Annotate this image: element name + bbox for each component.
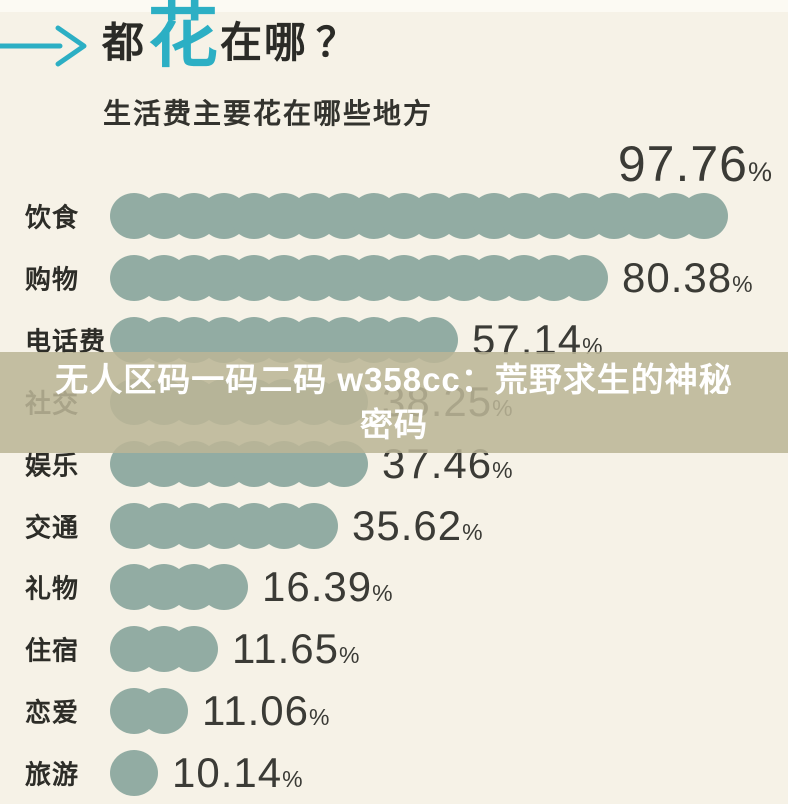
pictogram-bar — [110, 688, 188, 735]
category-label: 住宿 — [25, 635, 80, 666]
percent-sign: % — [372, 580, 393, 607]
watermark-overlay: 无人区码一码二码 w358cc：荒野求生的神秘密码 — [0, 352, 788, 453]
page-title: 都 花 在哪 ？ — [102, 0, 357, 75]
pictogram-bar — [110, 193, 728, 239]
chart-row: 礼物 16.39% — [0, 557, 788, 617]
percent-sign: % — [282, 766, 303, 793]
circle-icon — [560, 254, 608, 301]
value-label: 80.38% — [622, 253, 753, 301]
percent-sign: % — [492, 456, 513, 483]
chart-row: 饮食 97.76% — [0, 139, 788, 246]
value-number: 11.65 — [232, 625, 339, 673]
chart-row: 住宿 11.65% — [0, 619, 788, 679]
percent-sign: % — [462, 518, 483, 545]
value-label: 11.65% — [232, 628, 359, 670]
category-label: 旅游 — [25, 759, 80, 790]
title-question-mark: ？ — [316, 21, 357, 65]
pictogram-bar — [110, 626, 218, 673]
circle-icon — [170, 626, 218, 673]
category-label: 购物 — [25, 264, 80, 295]
chart-subtitle: 生活费主要花在哪些地方 — [103, 98, 434, 129]
value-label: 35.62% — [352, 501, 483, 549]
chart-row: 旅游 10.14% — [0, 743, 788, 803]
category-label: 恋爱 — [25, 697, 80, 728]
value-number: 16.39 — [262, 563, 373, 611]
value-label: 11.06% — [202, 690, 329, 732]
pictogram-bar — [110, 502, 338, 549]
percent-sign: % — [747, 157, 772, 187]
category-label: 娱乐 — [25, 450, 80, 481]
title-highlight: 花 — [148, 0, 219, 75]
percent-sign: % — [732, 270, 753, 297]
title-suffix: 在哪 — [220, 19, 309, 66]
circle-icon — [110, 750, 158, 797]
percent-sign: % — [309, 704, 330, 731]
pictogram-bar — [110, 750, 158, 797]
circle-icon — [140, 688, 188, 735]
pictogram-bar — [110, 564, 248, 611]
chart-row: 购物 80.38% — [0, 248, 788, 308]
circle-icon — [680, 193, 728, 239]
arrow-icon — [0, 22, 92, 70]
percent-sign: % — [339, 642, 360, 669]
value-number: 11.06 — [202, 687, 309, 735]
circle-icon — [200, 564, 248, 611]
pictogram-bar — [110, 254, 608, 301]
top-strip — [0, 0, 788, 12]
value-number: 35.62 — [352, 501, 463, 549]
value-label: 10.14% — [172, 752, 303, 794]
value-number: 10.14 — [172, 749, 283, 797]
percent-sign: % — [582, 332, 603, 359]
chart-row: 恋爱 11.06% — [0, 681, 788, 741]
watermark-text: 无人区码一码二码 w358cc：荒野求生的神秘密码 — [55, 361, 733, 443]
value-label: 97.76% — [618, 139, 772, 189]
category-label: 饮食 — [25, 202, 80, 233]
value-label: 16.39% — [262, 566, 393, 608]
circle-icon — [290, 502, 338, 549]
category-label: 礼物 — [25, 573, 80, 604]
category-label: 交通 — [25, 512, 80, 542]
title-prefix: 都 — [102, 19, 147, 66]
category-label: 电话费 — [25, 326, 107, 357]
value-number: 97.76 — [617, 136, 748, 192]
value-number: 80.38 — [622, 253, 733, 301]
chart-row: 交通 35.62% — [0, 496, 788, 556]
